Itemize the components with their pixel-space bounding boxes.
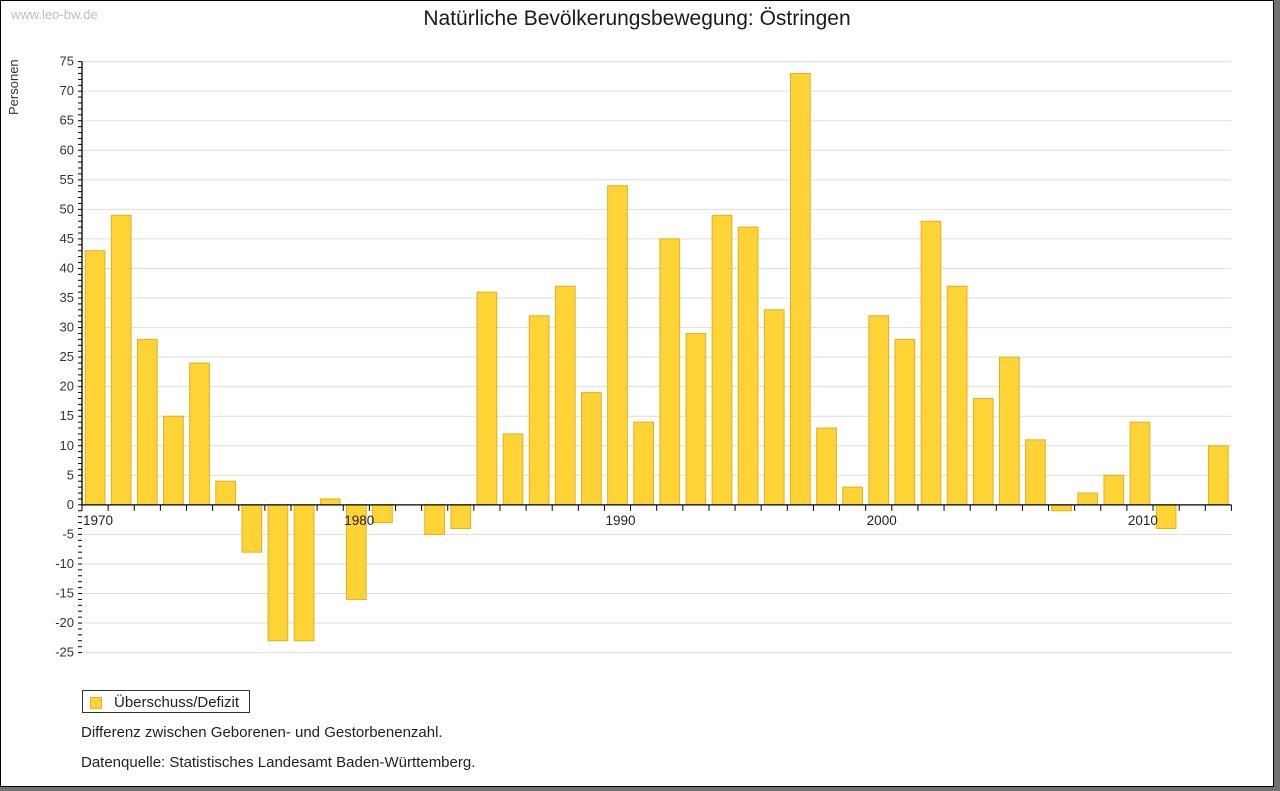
svg-text:70: 70 (60, 83, 74, 98)
svg-text:5: 5 (67, 467, 74, 482)
svg-text:60: 60 (60, 142, 74, 157)
svg-text:1990: 1990 (605, 513, 635, 528)
svg-text:75: 75 (60, 54, 74, 69)
svg-text:-25: -25 (55, 645, 74, 660)
svg-text:40: 40 (60, 260, 74, 275)
svg-text:45: 45 (60, 231, 74, 246)
svg-text:20: 20 (60, 379, 74, 394)
svg-text:1970: 1970 (83, 513, 113, 528)
svg-text:30: 30 (60, 320, 74, 335)
svg-text:-20: -20 (55, 615, 74, 630)
svg-text:0: 0 (67, 497, 74, 512)
svg-text:50: 50 (60, 201, 74, 216)
svg-text:15: 15 (60, 408, 74, 423)
svg-text:-15: -15 (55, 586, 74, 601)
svg-text:2000: 2000 (867, 513, 897, 528)
svg-text:2010: 2010 (1128, 513, 1158, 528)
svg-text:55: 55 (60, 172, 74, 187)
svg-text:-5: -5 (62, 526, 74, 541)
svg-text:35: 35 (60, 290, 74, 305)
svg-text:1980: 1980 (344, 513, 374, 528)
svg-text:10: 10 (60, 438, 74, 453)
svg-text:65: 65 (60, 113, 74, 128)
svg-text:25: 25 (60, 349, 74, 364)
svg-text:-10: -10 (55, 556, 74, 571)
